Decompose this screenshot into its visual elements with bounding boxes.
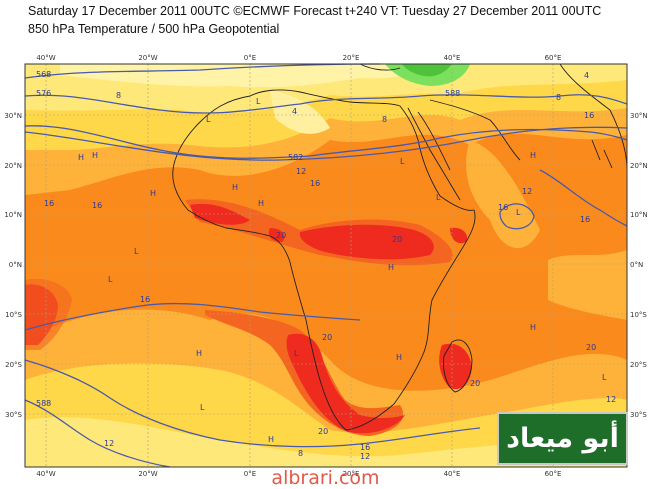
lon-label: 40°E (444, 470, 461, 478)
lon-label: 60°E (545, 470, 562, 478)
temperature-field (25, 64, 627, 467)
contour-label: 16 (140, 295, 150, 304)
lat-label: 30°N (630, 112, 648, 120)
lat-label: 20°S (630, 361, 647, 369)
contour-label: 12 (104, 439, 114, 448)
high-marker: H (78, 153, 84, 162)
contour-label: 588 (445, 89, 460, 98)
contour-label-group: 568 576 8 582 4 8 588 12 16 16 16 20 20 … (36, 70, 616, 461)
contour-label: 588 (36, 399, 51, 408)
contour-label: 16 (580, 215, 590, 224)
high-marker: H (232, 183, 238, 192)
lat-label: 30°S (5, 411, 22, 419)
lon-label: 40°W (36, 54, 55, 62)
lat-label: 0°N (9, 261, 22, 269)
high-marker: H (530, 323, 536, 332)
low-marker: L (516, 208, 521, 217)
low-marker: L (602, 373, 607, 382)
high-marker: H (268, 435, 274, 444)
lat-label: 20°N (630, 162, 648, 170)
contour-label: 4 (292, 107, 297, 116)
contour-label: 16 (44, 199, 54, 208)
contour-label: 20 (276, 231, 286, 240)
lat-label: 10°S (630, 311, 647, 319)
high-marker: H (396, 353, 402, 362)
forecast-subtitle: 850 hPa Temperature / 500 hPa Geopotenti… (28, 22, 280, 36)
latitude-gridlines (25, 114, 627, 415)
contour-label: 4 (584, 71, 589, 80)
watermark-logo: أبو ميعاد (497, 412, 628, 465)
forecast-title: Saturday 17 December 2011 00UTC ©ECMWF F… (28, 4, 602, 18)
contour-label: 8 (556, 93, 561, 102)
high-marker: H (530, 151, 536, 160)
contour-label: 20 (586, 343, 596, 352)
lon-label: 0°E (244, 54, 256, 62)
low-marker: L (436, 193, 441, 202)
contour-label: 16 (584, 111, 594, 120)
contour-label: 12 (296, 167, 306, 176)
high-marker: H (388, 263, 394, 272)
coastlines (172, 63, 628, 431)
contour-label: 20 (322, 333, 332, 342)
lon-label: 20°E (343, 470, 360, 478)
right-latitude-labels: 30°N 20°N 10°N 0°N 10°S 20°S 30°S (630, 112, 648, 419)
low-marker: L (294, 349, 299, 358)
lat-label: 30°N (4, 112, 22, 120)
lon-label: 20°E (343, 54, 360, 62)
lon-label: 20°W (138, 54, 157, 62)
low-marker: L (400, 157, 405, 166)
pressure-marker-group: H H H H H H H H H H H L L L L L L L L L … (78, 97, 607, 444)
high-marker: H (196, 349, 202, 358)
contour-label: 12 (606, 395, 616, 404)
lon-label: 20°W (138, 470, 157, 478)
contour-label: 20 (318, 427, 328, 436)
left-latitude-labels: 30°N 20°N 10°N 0°N 10°S 20°S 30°S (4, 112, 22, 419)
low-marker: L (134, 247, 139, 256)
watermark-text: أبو ميعاد (506, 423, 619, 454)
geopotential-contours (24, 63, 628, 468)
lat-label: 10°N (630, 211, 648, 219)
lat-label: 0°N (630, 261, 643, 269)
contour-label: 582 (288, 153, 303, 162)
contour-label: 568 (36, 70, 51, 79)
contour-label: 8 (298, 449, 303, 458)
contour-label: 16 (310, 179, 320, 188)
lat-label: 20°N (4, 162, 22, 170)
lat-label: 30°S (630, 411, 647, 419)
contour-label: 20 (470, 379, 480, 388)
site-url[interactable]: albrari.com (271, 467, 380, 489)
contour-label: 8 (382, 115, 387, 124)
high-marker: H (92, 151, 98, 160)
contour-label: 576 (36, 89, 51, 98)
contour-label: 12 (522, 187, 532, 196)
low-marker: L (206, 115, 211, 124)
bottom-longitude-labels: 40°W 20°W 0°E 20°E 40°E 60°E (36, 470, 561, 478)
contour-label: 20 (392, 235, 402, 244)
lon-label: 40°W (36, 470, 55, 478)
lat-label: 20°S (5, 361, 22, 369)
lon-label: 0°E (244, 470, 256, 478)
lat-label: 10°S (5, 311, 22, 319)
high-marker: H (258, 199, 264, 208)
contour-label: 16 (360, 443, 370, 452)
low-marker: L (256, 97, 261, 106)
low-marker: L (108, 275, 113, 284)
top-longitude-labels: 40°W 20°W 0°E 20°E 40°E 60°E (36, 54, 561, 62)
contour-label: 16 (92, 201, 102, 210)
lon-label: 40°E (444, 54, 461, 62)
lat-label: 10°N (4, 211, 22, 219)
low-marker: L (200, 403, 205, 412)
lon-label: 60°E (545, 54, 562, 62)
high-marker: H (150, 189, 156, 198)
contour-label: 8 (116, 91, 121, 100)
contour-label: 16 (498, 203, 508, 212)
contour-label: 12 (360, 452, 370, 461)
map-frame (24, 63, 628, 468)
